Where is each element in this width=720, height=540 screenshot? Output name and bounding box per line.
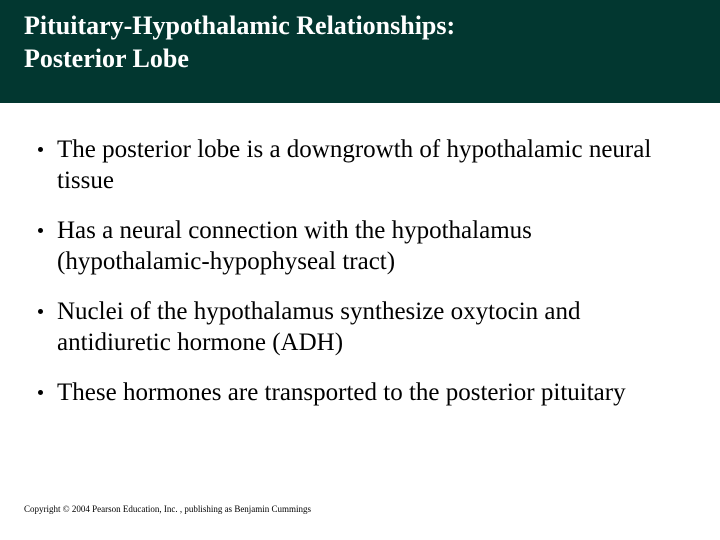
bullet-item: The posterior lobe is a downgrowth of hy…: [34, 135, 686, 196]
bullet-dot-icon: [38, 309, 43, 314]
bullet-text: Has a neural connection with the hypotha…: [57, 216, 686, 277]
bullet-dot-icon: [38, 228, 43, 233]
content-area: The posterior lobe is a downgrowth of hy…: [0, 103, 720, 409]
bullet-item: Has a neural connection with the hypotha…: [34, 216, 686, 277]
bullet-text: These hormones are transported to the po…: [57, 378, 626, 409]
slide: Pituitary-Hypothalamic Relationships: Po…: [0, 0, 720, 540]
title-band: Pituitary-Hypothalamic Relationships: Po…: [0, 0, 720, 103]
bullet-dot-icon: [38, 147, 43, 152]
title-line-2: Posterior Lobe: [24, 43, 720, 76]
bullet-dot-icon: [38, 390, 43, 395]
bullet-item: Nuclei of the hypothalamus synthesize ox…: [34, 297, 686, 358]
bullet-item: These hormones are transported to the po…: [34, 378, 686, 409]
copyright-text: Copyright © 2004 Pearson Education, Inc.…: [24, 504, 311, 514]
bullet-text: The posterior lobe is a downgrowth of hy…: [57, 135, 686, 196]
bullet-text: Nuclei of the hypothalamus synthesize ox…: [57, 297, 686, 358]
title-line-1: Pituitary-Hypothalamic Relationships:: [24, 10, 720, 43]
